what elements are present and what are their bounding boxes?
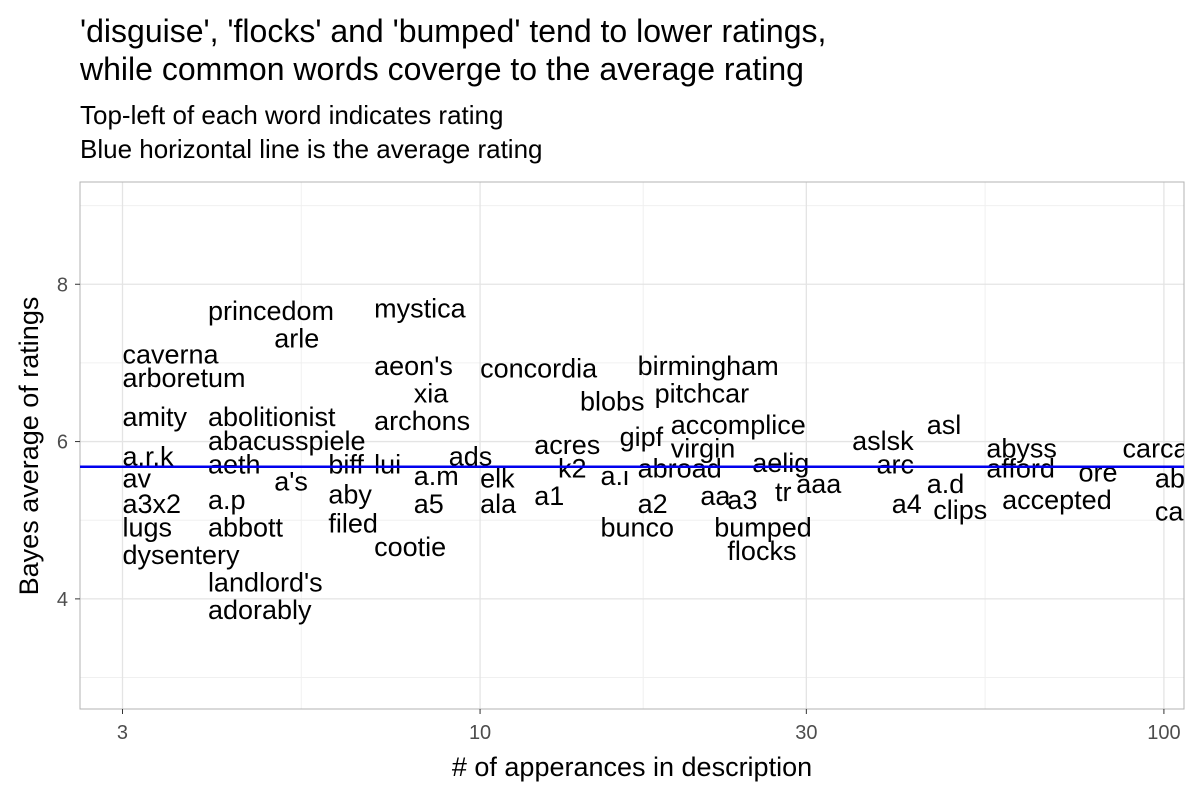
word-label: bunco: [600, 512, 674, 542]
word-label: a3: [727, 485, 757, 515]
word-label: amity: [122, 402, 187, 432]
y-tick-label: 8: [57, 274, 68, 296]
word-label: cootie: [374, 532, 446, 562]
x-tick-label: 30: [795, 722, 817, 744]
x-tick-label: 100: [1147, 722, 1180, 744]
word-label: accomplice: [671, 410, 806, 440]
word-label: aeth: [208, 449, 261, 479]
word-label: aa: [700, 481, 731, 511]
word-label: abacusspiele: [208, 426, 366, 456]
word-label: landlord's: [208, 567, 323, 597]
grid-lines: [80, 182, 1184, 709]
word-label: a2: [638, 489, 668, 519]
word-label: princedom: [208, 296, 334, 326]
word-label: dysentery: [122, 540, 240, 570]
word-label: asl: [927, 410, 962, 440]
word-label: abroad: [638, 453, 722, 483]
word-label: a3x2: [122, 489, 181, 519]
word-label: av: [122, 464, 151, 494]
word-label: acres: [534, 430, 600, 460]
word-label: biff: [328, 449, 364, 479]
word-label: abolitionist: [208, 402, 336, 432]
word-label: k2: [558, 453, 587, 483]
y-tick-label: 6: [57, 432, 68, 454]
word-label: elk: [480, 464, 515, 494]
word-label: a's: [274, 467, 308, 497]
word-label: bumped: [714, 512, 812, 542]
word-label: ala: [480, 489, 517, 519]
word-label: aelig: [752, 448, 809, 478]
chart-title: 'disguise', 'flocks' and 'bumped' tend t…: [80, 13, 827, 87]
x-tick-label: 3: [117, 722, 128, 744]
plot-border: [79, 181, 1185, 710]
word-label: a.d: [927, 469, 965, 499]
x-axis-label: # of apperances in description: [452, 752, 812, 782]
word-label: tr: [775, 477, 792, 507]
word-label: xia: [414, 379, 449, 409]
x-tick-label: 10: [469, 722, 491, 744]
word-label: arc: [877, 449, 915, 479]
word-label: archons: [374, 406, 470, 436]
word-label: a1: [534, 481, 564, 511]
word-label: a.p: [208, 485, 246, 515]
word-label: aby: [328, 479, 372, 509]
word-label: adorably: [208, 595, 312, 625]
word-label: abar: [1155, 464, 1200, 494]
word-label: can: [1155, 497, 1199, 527]
word-label: gipf: [620, 422, 664, 452]
chart-subtitle: Top-left of each word indicates rating B…: [80, 100, 543, 164]
word-label: carcassonne: [1123, 434, 1200, 464]
y-axis-label: Bayes average of ratings: [14, 297, 44, 596]
y-tick-label: 4: [57, 589, 68, 611]
word-label: lui: [374, 449, 401, 479]
word-label: arle: [274, 324, 319, 354]
word-label: abbott: [208, 512, 284, 542]
word-label: abyss: [986, 434, 1057, 464]
word-label: lugs: [122, 512, 172, 542]
word-label: caverna: [122, 339, 219, 369]
word-label: mystica: [374, 294, 466, 324]
word-label: blobs: [580, 387, 645, 417]
word-label: a5: [414, 489, 444, 519]
word-label: pitchcar: [655, 379, 750, 409]
word-label: accepted: [1002, 485, 1112, 515]
word-label: flocks: [727, 536, 796, 566]
word-label: clips: [933, 495, 987, 525]
word-label: a4: [892, 489, 922, 519]
x-axis-ticks: 3 10 30 100: [117, 709, 1181, 744]
word-label: concordia: [480, 353, 598, 383]
word-label: ore: [1078, 457, 1117, 487]
word-label: aslsk: [852, 426, 914, 456]
word-label: birmingham: [638, 351, 779, 381]
word-label: afford: [986, 453, 1055, 483]
y-axis-ticks: 4 6 8: [57, 274, 80, 611]
word-label: aeon's: [374, 351, 453, 381]
word-label: filed: [328, 508, 378, 538]
word-label: virgin: [671, 434, 736, 464]
word-label: arboretum: [122, 363, 245, 393]
word-label: aaa: [796, 469, 842, 499]
